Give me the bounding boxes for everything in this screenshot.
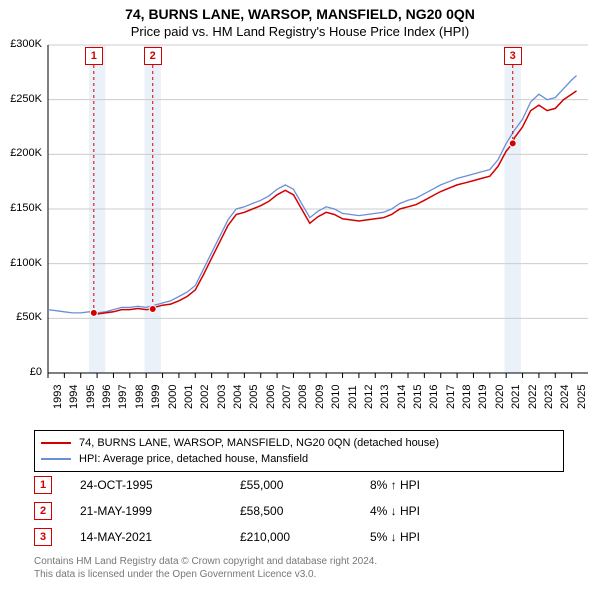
- attribution-line: Contains HM Land Registry data © Crown c…: [34, 555, 377, 568]
- x-tick-label: 2024: [559, 385, 571, 409]
- x-tick-label: 2025: [576, 385, 588, 409]
- x-tick-label: 1995: [85, 385, 97, 409]
- legend-label: HPI: Average price, detached house, Mans…: [79, 451, 308, 467]
- chart-subtitle: Price paid vs. HM Land Registry's House …: [0, 22, 600, 43]
- x-tick-label: 2019: [477, 385, 489, 409]
- x-tick-label: 2006: [265, 385, 277, 409]
- sale-hpi: 5% ↓ HPI: [370, 530, 490, 544]
- sales-row: 1 24-OCT-1995 £55,000 8% ↑ HPI: [34, 472, 564, 498]
- x-tick-label: 2010: [330, 385, 342, 409]
- sale-date: 14-MAY-2021: [80, 530, 240, 544]
- x-tick-label: 2015: [412, 385, 424, 409]
- x-tick-label: 2003: [216, 385, 228, 409]
- x-tick-label: 1993: [52, 385, 64, 409]
- x-tick-label: 2023: [543, 385, 555, 409]
- x-tick-label: 2011: [347, 385, 359, 409]
- y-tick-label: £100K: [2, 257, 42, 269]
- chart-callout: 2: [144, 47, 162, 65]
- x-tick-label: 2009: [314, 385, 326, 409]
- legend-row: 74, BURNS LANE, WARSOP, MANSFIELD, NG20 …: [41, 435, 557, 451]
- x-tick-label: 2014: [396, 385, 408, 409]
- x-tick-label: 2013: [379, 385, 391, 409]
- x-tick-label: 2005: [248, 385, 260, 409]
- sale-hpi: 4% ↓ HPI: [370, 504, 490, 518]
- x-tick-label: 1998: [134, 385, 146, 409]
- x-tick-label: 1994: [68, 385, 80, 409]
- x-tick-label: 2000: [167, 385, 179, 409]
- sale-date: 21-MAY-1999: [80, 504, 240, 518]
- legend-swatch: [41, 458, 71, 460]
- sale-number-box: 2: [34, 502, 52, 520]
- y-tick-label: £200K: [2, 147, 42, 159]
- x-tick-label: 2001: [183, 385, 195, 409]
- x-tick-label: 2017: [445, 385, 457, 409]
- chart-root: 74, BURNS LANE, WARSOP, MANSFIELD, NG20 …: [0, 0, 600, 590]
- legend-label: 74, BURNS LANE, WARSOP, MANSFIELD, NG20 …: [79, 435, 439, 451]
- sale-hpi: 8% ↑ HPI: [370, 478, 490, 492]
- sale-date: 24-OCT-1995: [80, 478, 240, 492]
- sales-table: 1 24-OCT-1995 £55,000 8% ↑ HPI 2 21-MAY-…: [34, 472, 564, 550]
- chart-svg: [0, 43, 600, 423]
- y-tick-label: £0: [2, 366, 42, 378]
- sales-row: 2 21-MAY-1999 £58,500 4% ↓ HPI: [34, 498, 564, 524]
- x-tick-label: 2020: [494, 385, 506, 409]
- legend-swatch: [41, 442, 71, 444]
- x-tick-label: 1997: [117, 385, 129, 409]
- x-tick-label: 1999: [150, 385, 162, 409]
- chart-callout: 1: [85, 47, 103, 65]
- x-tick-label: 2012: [363, 385, 375, 409]
- x-tick-label: 2008: [297, 385, 309, 409]
- legend-box: 74, BURNS LANE, WARSOP, MANSFIELD, NG20 …: [34, 430, 564, 472]
- legend-row: HPI: Average price, detached house, Mans…: [41, 451, 557, 467]
- sale-price: £55,000: [240, 478, 370, 492]
- x-tick-label: 2002: [199, 385, 211, 409]
- y-tick-label: £50K: [2, 311, 42, 323]
- y-tick-label: £300K: [2, 38, 42, 50]
- sales-row: 3 14-MAY-2021 £210,000 5% ↓ HPI: [34, 524, 564, 550]
- chart-callout: 3: [504, 47, 522, 65]
- y-tick-label: £150K: [2, 202, 42, 214]
- y-tick-label: £250K: [2, 93, 42, 105]
- x-tick-label: 2022: [527, 385, 539, 409]
- x-tick-label: 2016: [428, 385, 440, 409]
- sale-price: £210,000: [240, 530, 370, 544]
- x-tick-label: 2007: [281, 385, 293, 409]
- sale-number-box: 3: [34, 528, 52, 546]
- x-tick-label: 1996: [101, 385, 113, 409]
- chart-area: £0£50K£100K£150K£200K£250K£300K 19931994…: [0, 43, 600, 423]
- x-tick-label: 2018: [461, 385, 473, 409]
- chart-title: 74, BURNS LANE, WARSOP, MANSFIELD, NG20 …: [0, 0, 600, 22]
- attribution: Contains HM Land Registry data © Crown c…: [34, 555, 377, 581]
- sale-number-box: 1: [34, 476, 52, 494]
- attribution-line: This data is licensed under the Open Gov…: [34, 568, 377, 581]
- sale-price: £58,500: [240, 504, 370, 518]
- x-tick-label: 2004: [232, 385, 244, 409]
- x-tick-label: 2021: [510, 385, 522, 409]
